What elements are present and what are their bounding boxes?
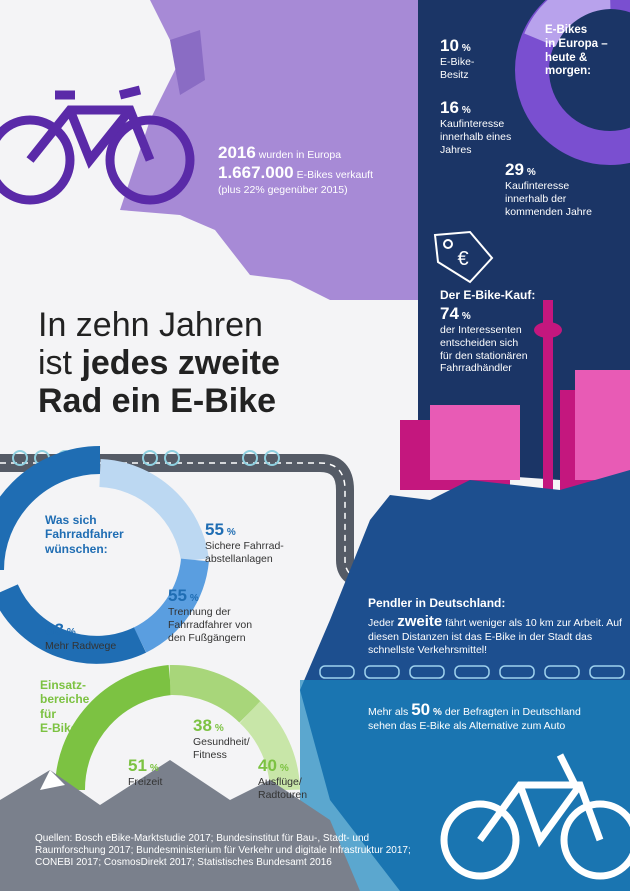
stat-value: 38 xyxy=(193,716,212,735)
stat: 40 % Ausflüge/ Radtouren xyxy=(258,756,307,802)
stat: 51 % Freizeit xyxy=(128,756,162,789)
stat-unit: % xyxy=(189,593,199,604)
stat-value: 50 xyxy=(411,700,431,719)
headline-bold: jedes zweite xyxy=(81,344,280,383)
stat-unit: % xyxy=(214,723,224,734)
stat-label: Freizeit xyxy=(128,776,163,789)
europe-sales: 2016 wurden in Europa 1.667.000 E-Bikes v… xyxy=(218,143,373,196)
stat-unit: % xyxy=(149,763,159,774)
stat-unit: % xyxy=(461,105,471,116)
stat-unit: % xyxy=(66,627,76,638)
sources: Quellen: Bosch eBike-Marktstudie 2017; B… xyxy=(35,833,411,868)
stat-value: 51 xyxy=(128,756,147,775)
stat: 10 % E-Bike- Besitz xyxy=(440,36,474,82)
stat: 29 % Kaufinteresse innerhalb der kommende… xyxy=(505,160,592,218)
headline: In zehn Jahren ist jedes zweite Rad ein E-… xyxy=(38,306,398,420)
headline-line: Rad ein E-Bike xyxy=(38,382,277,421)
stat: 74 % der Interessenten entscheiden sich f… xyxy=(440,304,528,375)
svg-text:€: € xyxy=(457,248,468,270)
text: fährt weniger als 10 km zur Arbeit. Auf … xyxy=(368,617,622,656)
stat-value: 74 xyxy=(440,304,459,323)
bold: zweite xyxy=(397,613,443,630)
count: 1.667.000 xyxy=(218,163,294,183)
year-text: wurden in Europa xyxy=(258,149,342,161)
stat-unit: % xyxy=(433,707,442,718)
stat-label: der Interessenten entscheiden sich für d… xyxy=(440,324,528,375)
stat-label: Mehr Radwege xyxy=(45,640,117,653)
stat: 55 % Sichere Fahrrad- abstellanlagen xyxy=(205,520,284,566)
stat-label: Kaufinteresse innerhalb eines Jahres xyxy=(440,118,512,156)
stat-unit: % xyxy=(279,763,289,774)
stat-unit: % xyxy=(226,527,236,538)
stat-label: Sichere Fahrrad- abstellanlagen xyxy=(205,540,284,565)
stat-unit: % xyxy=(526,167,536,178)
stat-label: Trennung der Fahrradfahrer von den Fußgä… xyxy=(168,606,253,644)
note: (plus 22% gegenüber 2015) xyxy=(218,183,348,196)
stat-value: 55 xyxy=(168,586,187,605)
text: Jeder xyxy=(368,617,395,629)
count-text: E-Bikes verkauft xyxy=(296,169,374,182)
stat: 38 % Gesundheit/ Fitness xyxy=(193,716,250,762)
stat-label: Gesundheit/ Fitness xyxy=(193,736,250,761)
wishes-title: Was sich Fahrradfahrer wünschen: xyxy=(45,513,124,556)
headline-text: ist xyxy=(38,344,72,383)
commuters-text: Jeder zweite fährt weniger als 10 km zur… xyxy=(368,613,623,656)
purchase-title: Der E-Bike-Kauf: xyxy=(440,288,536,302)
text: Mehr als xyxy=(368,706,409,718)
stat-value: 10 xyxy=(440,36,459,55)
stat-value: 63 xyxy=(45,620,64,639)
commuters-title: Pendler in Deutschland: xyxy=(368,596,506,610)
headline-line: In zehn Jahren xyxy=(38,306,263,344)
stat-value: 16 xyxy=(440,98,459,117)
year: 2016 xyxy=(218,143,256,162)
stat: 63 % Mehr Radwege xyxy=(45,620,116,653)
stat-value: 55 xyxy=(205,520,224,539)
stat-value: 29 xyxy=(505,160,524,179)
stat: 55 % Trennung der Fahrradfahrer von den F… xyxy=(168,586,252,644)
text: der Befragten in Deutschland sehen das E… xyxy=(368,706,581,733)
today-title: E-Bikes in Europa – heute & morgen: xyxy=(545,24,608,78)
stat-label: Ausflüge/ Radtouren xyxy=(258,776,308,801)
stat: 16 % Kaufinteresse innerhalb eines Jahres xyxy=(440,98,511,156)
uses-title: Einsatz- bereiche für E-Bikes: xyxy=(40,678,90,736)
stat-label: Kaufinteresse innerhalb der kommenden Ja… xyxy=(505,180,592,218)
headline-line: ist jedes zweite xyxy=(38,344,398,382)
stat-label: E-Bike- Besitz xyxy=(440,56,475,81)
alternative-text: Mehr als 50 % der Befragten in Deutschla… xyxy=(368,700,608,733)
stat-unit: % xyxy=(461,43,471,54)
stat-unit: % xyxy=(461,311,471,322)
stat-value: 40 xyxy=(258,756,277,775)
